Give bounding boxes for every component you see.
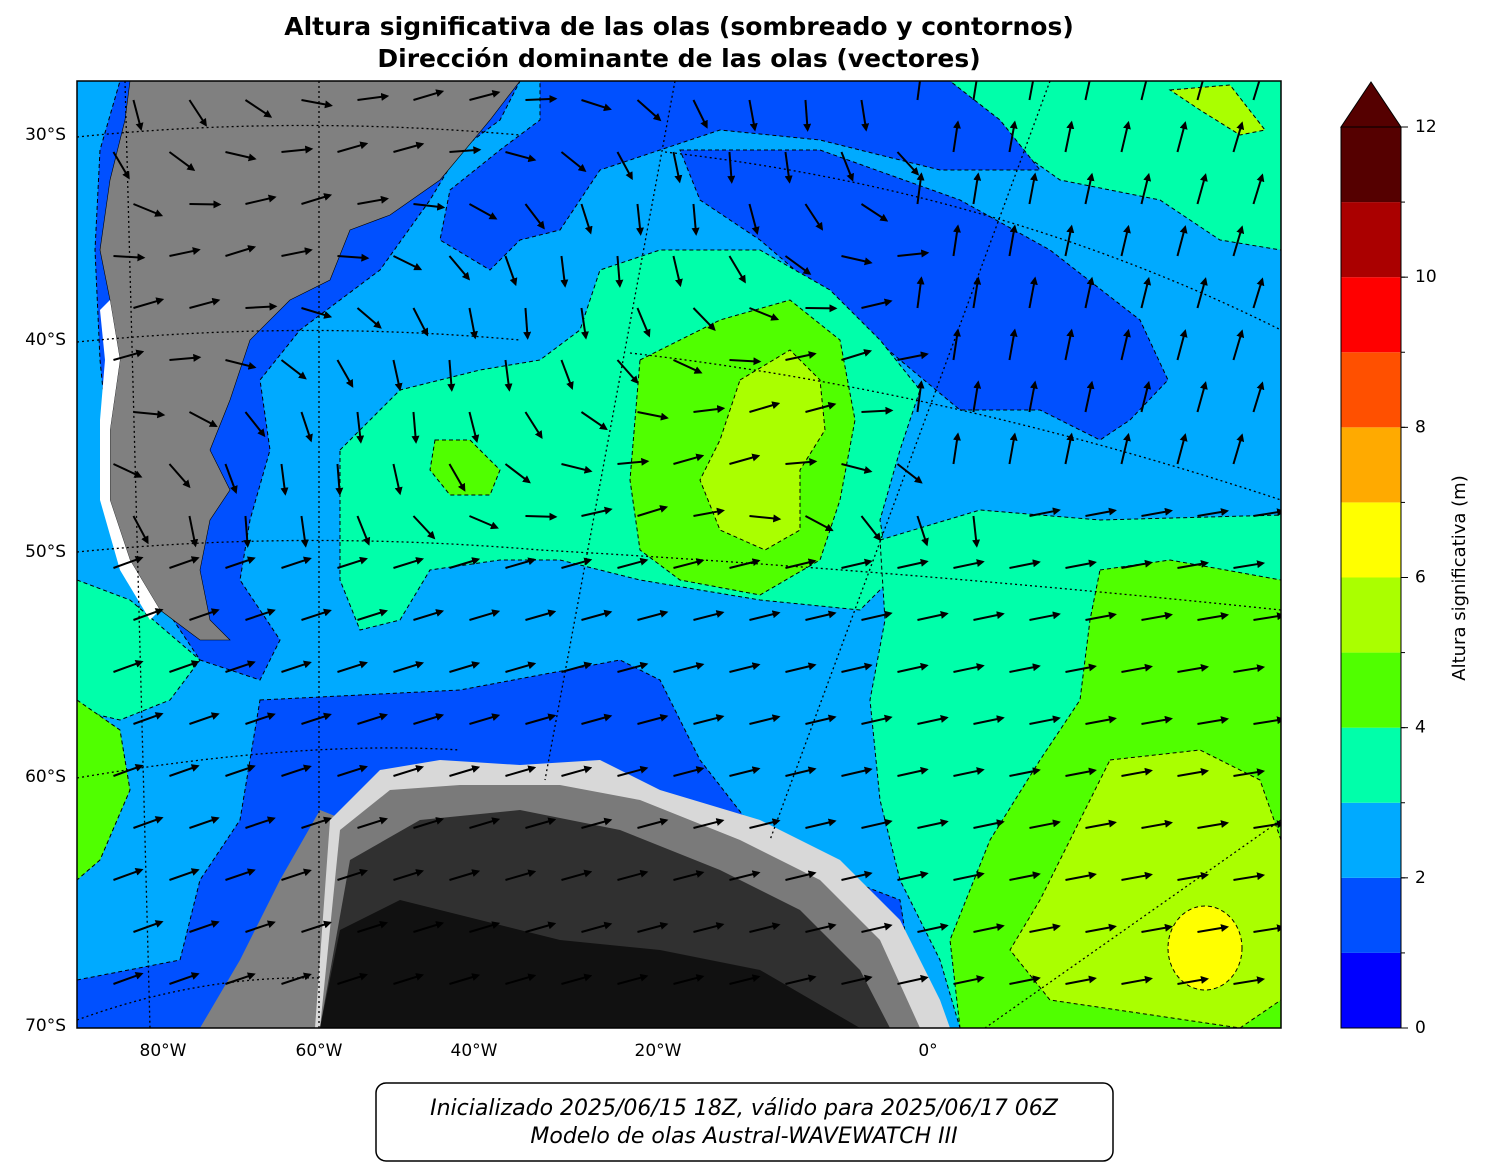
colorbar-extend (1341, 82, 1401, 127)
map (77, 70, 1339, 1028)
lon-label: 40°W (451, 1041, 498, 1061)
wave-vector (1309, 72, 1319, 100)
colorbar-tick-label: 0 (1415, 1018, 1426, 1038)
wave-vector (525, 516, 555, 517)
colorbar-band (1341, 277, 1401, 352)
wave-vector (1309, 176, 1319, 204)
wave-vector (1309, 512, 1339, 516)
lat-label: 70°S (25, 1016, 66, 1036)
lon-label: 60°W (296, 1041, 343, 1061)
colorbar-band (1341, 502, 1401, 577)
colorbar: 0 2 4 6 8 10 12 (1341, 82, 1437, 1038)
wave-vector (1289, 979, 1319, 984)
colorbar-band (1341, 578, 1401, 653)
wave-vector (1309, 616, 1339, 620)
colorbar-band (1341, 352, 1401, 427)
wave-vector (189, 204, 219, 205)
wave-vector (1289, 563, 1319, 568)
wave-vector (1309, 384, 1319, 412)
colorbar-tick-label: 6 (1415, 568, 1426, 588)
colorbar-tick-label: 12 (1415, 117, 1437, 137)
title-line: Dirección dominante de las olas (vectore… (377, 44, 980, 73)
footer-line: Modelo de olas Austral-WAVEWATCH III (530, 1124, 957, 1149)
lat-label: 50°S (25, 542, 66, 562)
title-line: Altura significativa de las olas (sombre… (284, 12, 1074, 41)
wave-vector (1289, 227, 1298, 256)
wave-vector (1289, 667, 1319, 672)
wave-vector (1289, 331, 1298, 360)
wave-vector (1309, 720, 1339, 724)
lon-label: 80°W (140, 1041, 187, 1061)
colorbar-band (1341, 653, 1401, 728)
colorbar-band (1341, 953, 1401, 1028)
wave-vector (1309, 280, 1319, 308)
colorbar-band (1341, 427, 1401, 502)
colorbar-band (1341, 728, 1401, 803)
wave-vector (525, 99, 555, 100)
colorbar-tick-label: 2 (1415, 868, 1426, 888)
colorbar-tick-label: 4 (1415, 718, 1426, 738)
lon-label: 0° (918, 1041, 937, 1061)
colorbar-band (1341, 878, 1401, 953)
colorbar-band (1341, 127, 1401, 202)
wave-vector (1289, 875, 1319, 880)
lon-label: 20°W (635, 1041, 682, 1061)
colorbar-label: Altura significativa (m) (1449, 475, 1470, 680)
colorbar-band (1341, 202, 1401, 277)
lat-label: 60°S (25, 767, 66, 787)
footer-line: Inicializado 2025/06/15 18Z, válido para… (430, 1096, 1059, 1121)
colorbar-tick-label: 10 (1415, 267, 1437, 287)
lat-label: 30°S (25, 125, 66, 145)
wave-vector (1289, 123, 1298, 152)
wave-vector (1309, 928, 1339, 932)
footer-box (376, 1083, 1113, 1161)
colorbar-tick-label: 8 (1415, 417, 1426, 437)
wave-vector (1289, 435, 1298, 464)
colorbar-band (1341, 803, 1401, 878)
wave-vector (1309, 824, 1339, 828)
wave-vector (1289, 771, 1319, 776)
wave-zone (1168, 906, 1242, 990)
lat-label: 40°S (25, 330, 66, 350)
